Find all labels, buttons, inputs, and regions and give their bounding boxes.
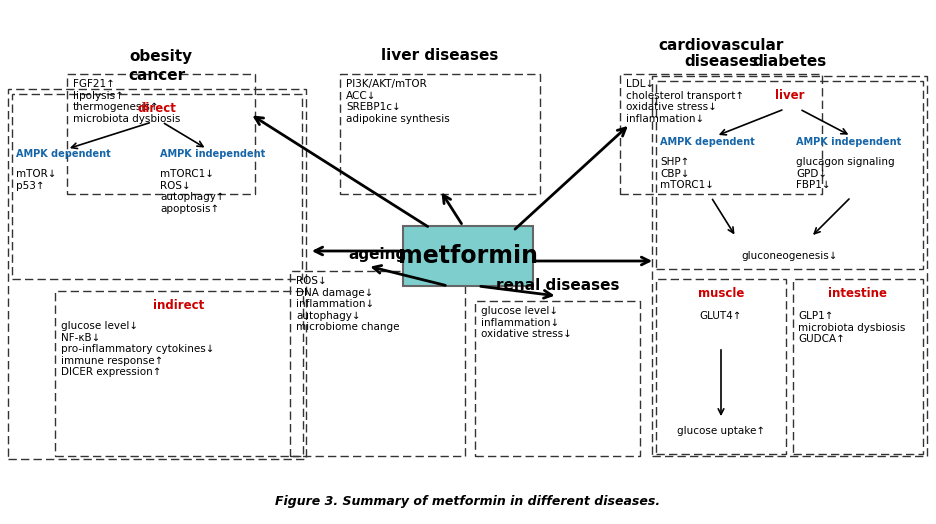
Text: glucose level↓
inflammation↓
oxidative stress↓: glucose level↓ inflammation↓ oxidative s… — [480, 306, 571, 339]
Text: indirect: indirect — [154, 299, 204, 312]
Text: GLUT4↑: GLUT4↑ — [699, 311, 741, 321]
Text: LDL↓
cholesterol transport↑
oxidative stress↓
inflammation↓: LDL↓ cholesterol transport↑ oxidative st… — [625, 79, 743, 124]
Bar — [655, 81, 922, 269]
Text: PI3K/AKT/mTOR
ACC↓
SREBP1c↓
adipokine synthesis: PI3K/AKT/mTOR ACC↓ SREBP1c↓ adipokine sy… — [345, 79, 449, 124]
Text: obesity: obesity — [129, 49, 193, 63]
Text: cancer: cancer — [128, 68, 185, 82]
Bar — [12, 94, 301, 279]
Text: intestine: intestine — [827, 287, 886, 300]
Bar — [475, 301, 639, 456]
Text: gluconeogenesis↓: gluconeogenesis↓ — [740, 251, 837, 261]
Text: ROS↓
DNA damage↓
inflammation↓
autophagy↓
microbiome change: ROS↓ DNA damage↓ inflammation↓ autophagy… — [296, 276, 399, 332]
Text: direct: direct — [138, 102, 176, 115]
Text: mTOR↓
p53↑: mTOR↓ p53↑ — [16, 169, 56, 191]
Text: renal diseases: renal diseases — [495, 278, 619, 292]
Bar — [651, 76, 926, 456]
Text: diseases: diseases — [683, 54, 757, 70]
Bar — [792, 279, 922, 454]
Text: GLP1↑
microbiota dysbiosis
GUDCA↑: GLP1↑ microbiota dysbiosis GUDCA↑ — [797, 311, 904, 344]
Text: FGF21↑
lipolysis↑
thermogenesis↑
microbiota dysbiosis: FGF21↑ lipolysis↑ thermogenesis↑ microbi… — [73, 79, 181, 124]
Bar — [655, 279, 785, 454]
Text: diabetes: diabetes — [752, 54, 826, 70]
Text: glucose level↓
NF-κB↓
pro-inflammatory cytokines↓
immune response↑
DICER express: glucose level↓ NF-κB↓ pro-inflammatory c… — [61, 321, 214, 377]
Text: ageing: ageing — [348, 247, 406, 263]
Text: metformin: metformin — [398, 244, 537, 268]
Bar — [55, 291, 302, 456]
Text: AMPK dependent: AMPK dependent — [16, 149, 110, 159]
Text: AMPK independent: AMPK independent — [160, 149, 265, 159]
Text: mTORC1↓
ROS↓
autophagy↑
apoptosis↑: mTORC1↓ ROS↓ autophagy↑ apoptosis↑ — [160, 169, 225, 214]
Text: SHP↑
CBP↓
mTORC1↓: SHP↑ CBP↓ mTORC1↓ — [659, 157, 713, 190]
Text: glucose uptake↑: glucose uptake↑ — [676, 426, 765, 436]
FancyBboxPatch shape — [402, 226, 533, 286]
Text: cardiovascular: cardiovascular — [658, 38, 782, 53]
Text: liver: liver — [774, 89, 803, 102]
Text: glucagon signaling
GPD↓
FBP1↓: glucagon signaling GPD↓ FBP1↓ — [796, 157, 894, 190]
Bar — [67, 74, 255, 194]
Text: AMPK independent: AMPK independent — [796, 137, 900, 147]
Text: muscle: muscle — [697, 287, 743, 300]
Text: AMPK dependent: AMPK dependent — [659, 137, 753, 147]
Bar — [340, 74, 539, 194]
Text: liver diseases: liver diseases — [381, 49, 498, 63]
Text: Figure 3. Summary of metformin in different diseases.: Figure 3. Summary of metformin in differ… — [275, 496, 660, 508]
Bar — [620, 74, 821, 194]
Bar — [8, 89, 306, 459]
Bar — [289, 271, 464, 456]
